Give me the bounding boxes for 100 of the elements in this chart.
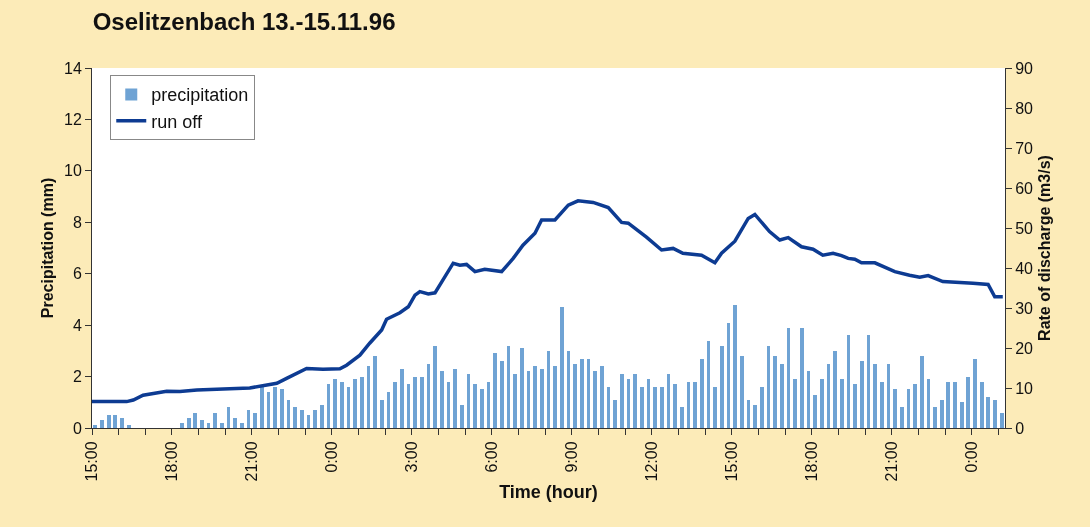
x-tick-label: 21:00 bbox=[882, 441, 900, 482]
chart-title: Oselitzenbach 13.-15.11.96 bbox=[92, 7, 396, 35]
y2-tick-label: 90 bbox=[1015, 59, 1034, 77]
bar bbox=[933, 407, 937, 428]
bar bbox=[707, 341, 710, 428]
bar bbox=[940, 400, 944, 428]
bar bbox=[960, 402, 964, 428]
bar bbox=[540, 369, 544, 428]
bar bbox=[547, 351, 550, 428]
bar bbox=[393, 382, 397, 428]
bar bbox=[780, 364, 784, 428]
y-tick-label: 8 bbox=[72, 213, 82, 231]
bar bbox=[307, 415, 310, 428]
bar bbox=[267, 392, 270, 428]
bar bbox=[567, 351, 570, 428]
bar bbox=[860, 361, 864, 428]
bar bbox=[420, 377, 424, 428]
bar bbox=[207, 423, 210, 428]
bar bbox=[820, 379, 824, 428]
bar bbox=[773, 356, 777, 428]
bar bbox=[220, 423, 224, 428]
bar bbox=[727, 323, 730, 428]
bar bbox=[227, 407, 230, 428]
bar bbox=[913, 384, 917, 428]
bar bbox=[440, 371, 444, 428]
bar bbox=[907, 389, 910, 428]
bar bbox=[113, 415, 117, 428]
y-axis-title: Precipitation (mm) bbox=[38, 177, 56, 319]
bar bbox=[280, 389, 284, 428]
bar bbox=[287, 400, 290, 428]
bar bbox=[873, 364, 877, 428]
bar bbox=[807, 371, 810, 428]
bar bbox=[613, 400, 617, 428]
bar bbox=[560, 307, 564, 428]
bar bbox=[693, 382, 697, 428]
bar bbox=[247, 410, 250, 428]
bar bbox=[513, 374, 517, 428]
bar bbox=[633, 374, 637, 428]
bar bbox=[93, 425, 97, 428]
bar bbox=[507, 346, 510, 428]
bar bbox=[880, 382, 884, 428]
bar bbox=[500, 361, 504, 428]
bar bbox=[787, 328, 790, 428]
bar bbox=[460, 405, 464, 428]
bar bbox=[660, 387, 664, 428]
bar bbox=[200, 420, 204, 428]
bar bbox=[527, 371, 530, 428]
x-tick-label: 6:00 bbox=[483, 441, 501, 473]
y2-tick-label: 30 bbox=[1015, 299, 1034, 317]
bar bbox=[793, 379, 797, 428]
bar bbox=[467, 374, 470, 428]
y2-axis-title: Rate of discharge (m3/s) bbox=[1035, 155, 1053, 341]
bar bbox=[587, 359, 590, 428]
y2-tick-label: 40 bbox=[1015, 259, 1034, 277]
x-tick-label: 15:00 bbox=[83, 441, 101, 482]
x-tick-label: 12:00 bbox=[643, 441, 660, 482]
bar bbox=[107, 415, 111, 428]
bar bbox=[966, 377, 970, 428]
y2-tick-label: 70 bbox=[1015, 139, 1034, 157]
bar bbox=[640, 387, 644, 428]
bar bbox=[687, 382, 690, 428]
y2-tick-label: 10 bbox=[1015, 379, 1034, 397]
bar bbox=[973, 359, 977, 428]
bar bbox=[413, 377, 417, 428]
bar bbox=[340, 382, 344, 428]
bar bbox=[253, 413, 257, 428]
bar bbox=[827, 364, 830, 428]
bar bbox=[180, 423, 184, 428]
x-tick-label: 0:00 bbox=[323, 441, 341, 473]
x-tick-label: 0:00 bbox=[962, 441, 980, 473]
bar bbox=[647, 379, 650, 428]
bar bbox=[740, 356, 744, 428]
bar bbox=[760, 387, 764, 428]
bar bbox=[100, 420, 104, 428]
bar bbox=[320, 405, 324, 428]
bar bbox=[193, 413, 197, 428]
y2-tick-label: 0 bbox=[1015, 419, 1025, 437]
bar bbox=[980, 382, 984, 428]
bar bbox=[747, 400, 750, 428]
bar bbox=[833, 351, 837, 428]
y-tick-label: 2 bbox=[72, 368, 82, 386]
bar bbox=[667, 374, 670, 428]
bar bbox=[867, 335, 870, 428]
bar bbox=[427, 364, 430, 428]
bar bbox=[840, 379, 844, 428]
bar bbox=[767, 346, 770, 428]
bar bbox=[813, 395, 817, 428]
bar bbox=[893, 389, 897, 428]
bar bbox=[433, 346, 437, 428]
bar bbox=[480, 389, 484, 428]
bar bbox=[600, 366, 604, 428]
bar bbox=[260, 387, 264, 428]
legend-label: run off bbox=[151, 111, 203, 132]
bar bbox=[240, 423, 244, 428]
bar bbox=[680, 407, 684, 428]
x-tick-label: 9:00 bbox=[563, 441, 581, 473]
x-tick-label: 18:00 bbox=[163, 441, 181, 482]
x-axis-title: Time (hour) bbox=[499, 481, 598, 502]
bar bbox=[520, 348, 524, 428]
bar bbox=[293, 407, 297, 428]
